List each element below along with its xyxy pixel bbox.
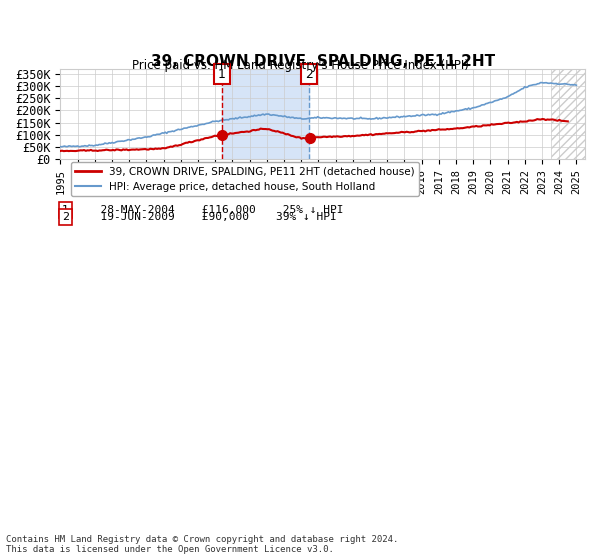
Text: Contains HM Land Registry data © Crown copyright and database right 2024.
This d: Contains HM Land Registry data © Crown c… — [6, 535, 398, 554]
Title: 39, CROWN DRIVE, SPALDING, PE11 2HT: 39, CROWN DRIVE, SPALDING, PE11 2HT — [151, 54, 495, 69]
Legend: 39, CROWN DRIVE, SPALDING, PE11 2HT (detached house), HPI: Average price, detach: 39, CROWN DRIVE, SPALDING, PE11 2HT (det… — [71, 162, 419, 196]
Bar — [551, 69, 585, 159]
Bar — [551, 69, 585, 159]
Text: 1: 1 — [218, 68, 226, 81]
Text: 2: 2 — [62, 212, 69, 222]
Bar — [222, 69, 309, 159]
Text: 19-JUN-2009    £90,000    39% ↓ HPI: 19-JUN-2009 £90,000 39% ↓ HPI — [86, 212, 337, 222]
Text: 2: 2 — [305, 68, 313, 81]
Text: 1: 1 — [62, 205, 69, 215]
Text: Price paid vs. HM Land Registry's House Price Index (HPI): Price paid vs. HM Land Registry's House … — [131, 59, 469, 72]
Text: 28-MAY-2004    £116,000    25% ↓ HPI: 28-MAY-2004 £116,000 25% ↓ HPI — [86, 205, 343, 215]
